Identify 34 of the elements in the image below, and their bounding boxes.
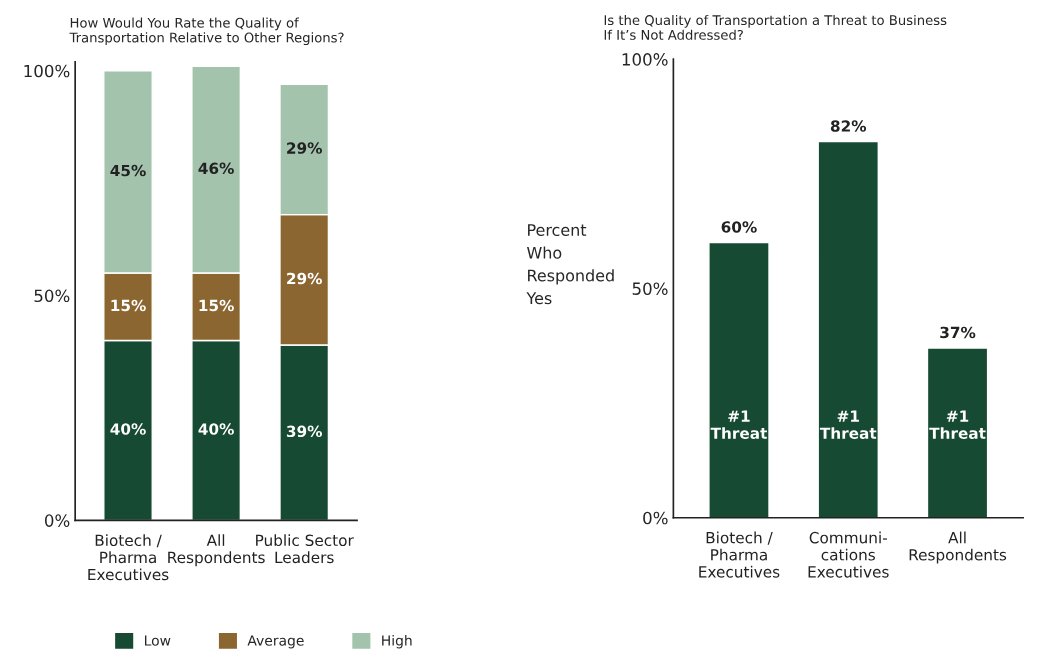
y-tick-label: 100% [24,64,70,78]
chart-title: How Would You Rate the Quality of Transportation Relative to Other Regions? [69,17,344,46]
chart-title: Is the Quality of Transportation a Threat to Business If It’s Not Addressed? [604,14,947,40]
data-label: 15% [199,299,234,312]
data-label: 60% [721,221,757,233]
data-label: 15% [111,299,146,312]
annotation: #1 Threat [710,410,768,439]
legend-label: High [382,634,412,649]
x-tick-label: Biotech / Pharma Executives [88,534,169,581]
annotation: #1 Threat [929,410,986,439]
bar [708,241,770,518]
y-tick-label: 100% [622,53,668,66]
y-tick-label: 0% [643,511,668,525]
bar [926,347,989,518]
data-label: 37% [940,326,976,339]
y-tick-label: 0% [44,514,70,527]
data-label: 29% [287,272,322,285]
y-tick-label: 50% [34,289,70,303]
annotation: #1 Threat [819,410,877,439]
y-axis-title: Percent Who Responded Yes [526,224,614,305]
x-tick-label: Biotech / Pharma Executives [699,531,780,578]
legend-label: Average [247,635,304,649]
data-label: 40% [198,423,234,435]
data-label: 82% [830,120,867,132]
bar [817,140,880,518]
data-label: 45% [110,164,146,177]
x-tick-label: All Respondents [909,531,1007,564]
data-label: 40% [110,423,146,435]
x-tick-label: Communi- cations Executives [808,531,889,578]
data-label: 46% [198,162,234,175]
legend-label: Low [145,635,171,646]
y-tick-label: 50% [632,282,668,295]
data-label: 29% [287,142,322,154]
data-label: 39% [286,425,322,438]
